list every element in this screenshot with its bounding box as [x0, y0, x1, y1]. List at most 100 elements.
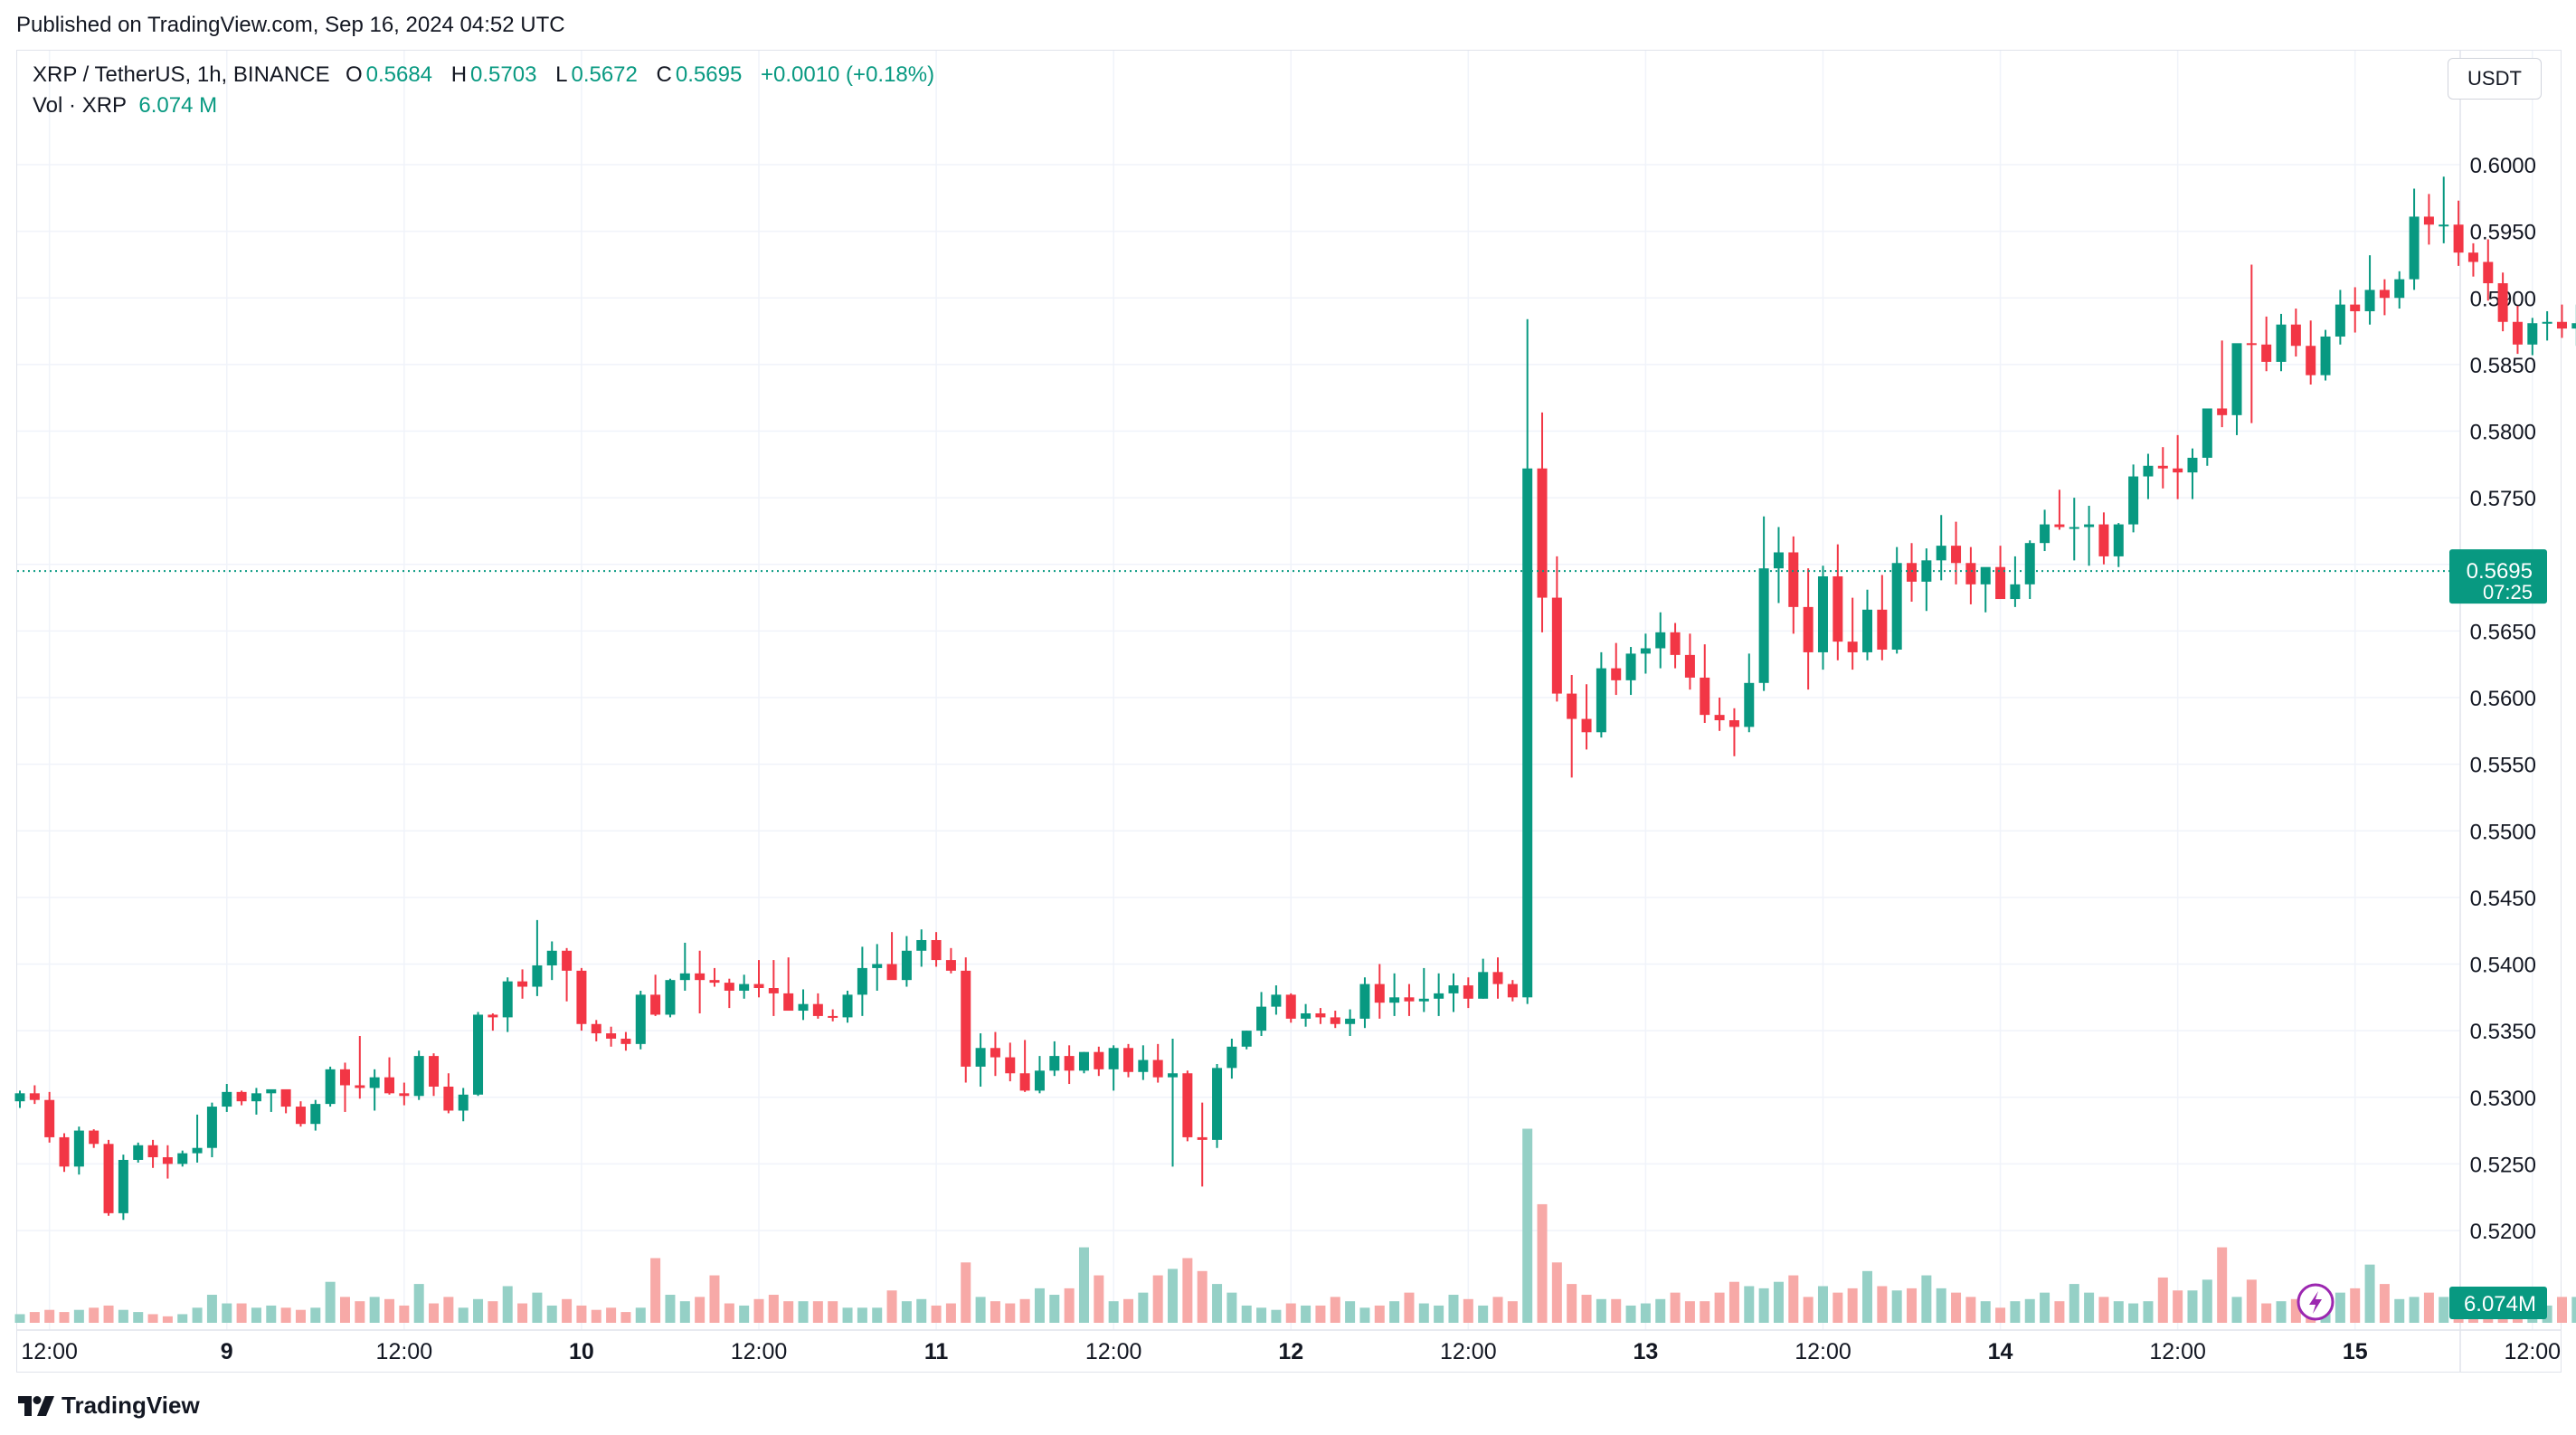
volume-bar	[1862, 1270, 1872, 1323]
candle-body	[1478, 972, 1489, 999]
volume-bar	[1758, 1288, 1769, 1323]
tradingview-logo[interactable]: TradingView	[18, 1392, 200, 1420]
candle-body	[828, 1015, 838, 1018]
candle-body	[1921, 560, 1932, 582]
candle-body	[1463, 985, 1473, 999]
volume-bar	[2556, 1297, 2567, 1323]
volume-bar	[1847, 1288, 1858, 1323]
volume-bar	[2128, 1303, 2139, 1323]
volume-bar	[1301, 1305, 1312, 1323]
volume-bar	[133, 1312, 144, 1323]
volume-bar	[206, 1295, 217, 1323]
volume-bars	[14, 1128, 2576, 1323]
volume-bar	[2334, 1292, 2345, 1323]
volume-bar	[14, 1314, 25, 1323]
candle-body	[2157, 465, 2168, 469]
currency-button[interactable]: USDT	[2448, 58, 2542, 100]
candle-body	[1212, 1068, 1223, 1140]
candle-body	[2334, 304, 2345, 337]
candle-body	[473, 1014, 484, 1095]
volume-bar	[89, 1307, 99, 1323]
low-label: L	[555, 62, 568, 87]
candle-body	[206, 1107, 217, 1148]
candle-body	[2231, 343, 2242, 415]
candle-body	[783, 993, 794, 1012]
candle-body	[2556, 321, 2567, 329]
candle-body	[1728, 720, 1739, 727]
volume-bar	[488, 1301, 498, 1323]
volume-bar	[1995, 1307, 2006, 1323]
candle-body	[1611, 668, 1622, 680]
volume-bar	[103, 1305, 114, 1323]
candle-body	[1507, 984, 1518, 998]
volume-bar	[783, 1301, 794, 1323]
volume-bar	[842, 1307, 853, 1323]
candle-body	[2527, 323, 2538, 345]
volume-bar	[753, 1298, 764, 1323]
candle-body	[1226, 1046, 1237, 1069]
candle-body	[2054, 524, 2065, 527]
candle-body	[1788, 552, 1799, 607]
price-tick-label: 0.5800	[2470, 421, 2536, 445]
candle-body	[1359, 984, 1370, 1019]
volume-bar	[1226, 1292, 1237, 1323]
candle-body	[739, 984, 750, 991]
candle-body	[103, 1144, 114, 1213]
volume-bar	[1478, 1305, 1489, 1323]
candle-body	[1330, 1017, 1340, 1024]
volume-bar	[901, 1301, 912, 1323]
volume-bar	[502, 1286, 513, 1323]
candle-body	[1064, 1056, 1075, 1071]
candle-body	[1108, 1048, 1119, 1069]
candle-body	[2497, 283, 2508, 322]
candle-body	[1744, 682, 1755, 727]
volume-bar	[2217, 1247, 2228, 1323]
candle-body	[295, 1107, 306, 1125]
close-label: C	[656, 62, 672, 87]
price-tick-label: 0.5300	[2470, 1087, 2536, 1111]
volume-bar	[1936, 1288, 1946, 1323]
candle-body	[73, 1130, 84, 1167]
volume-bar	[724, 1303, 734, 1323]
volume-bar	[1434, 1305, 1444, 1323]
volume-bar	[2187, 1290, 2198, 1323]
volume-bar	[1359, 1307, 1370, 1323]
volume-bar	[2040, 1292, 2050, 1323]
time-tick-label: 12:00	[21, 1339, 78, 1364]
volume-bar	[1655, 1298, 1666, 1323]
volume-bar	[2379, 1284, 2390, 1323]
candle-body	[2512, 321, 2523, 345]
volume-label: Vol · XRP	[33, 93, 128, 118]
volume-bar	[2202, 1279, 2212, 1323]
volume-bar	[2409, 1297, 2420, 1323]
candle-body	[44, 1099, 55, 1137]
time-tick-label: 9	[221, 1339, 233, 1364]
volume-bar	[606, 1307, 617, 1323]
volume-bar	[679, 1301, 690, 1323]
price-axis: 0.60000.59500.59000.58500.58000.57500.57…	[2470, 154, 2536, 1244]
candle-body	[1285, 994, 1296, 1019]
volume-bar	[413, 1284, 424, 1323]
candle-body	[266, 1088, 277, 1094]
volume-bar	[2261, 1303, 2272, 1323]
candle-body	[1389, 997, 1400, 1003]
candle-body	[59, 1136, 70, 1167]
high-label: H	[450, 62, 468, 87]
volume-bar	[532, 1292, 543, 1323]
candle-body	[517, 981, 528, 987]
tradingview-logo-icon	[18, 1395, 54, 1416]
volume-bar	[2024, 1298, 2035, 1323]
volume-bar	[1537, 1203, 1548, 1323]
volume-bar	[709, 1275, 720, 1323]
candle-body	[857, 967, 867, 995]
candle-body	[14, 1093, 25, 1102]
candle-body	[842, 994, 853, 1018]
candle-body	[2364, 290, 2375, 311]
volume-bar	[828, 1301, 838, 1323]
volume-bar	[1625, 1305, 1636, 1323]
volume-bar	[2423, 1292, 2434, 1323]
candle-body	[2290, 324, 2301, 347]
candle-body	[2276, 324, 2287, 362]
price-badge-value: 0.5695	[2467, 559, 2533, 584]
